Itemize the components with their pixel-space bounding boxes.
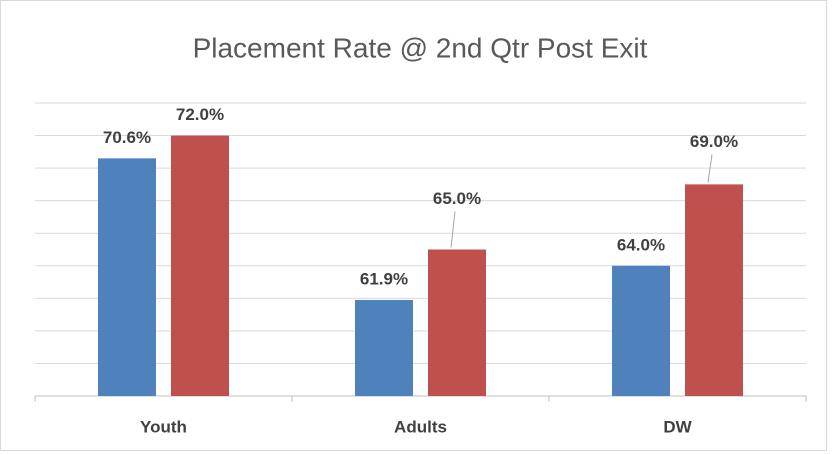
data-label: 61.9% xyxy=(360,269,408,288)
bar xyxy=(355,299,413,396)
leader-line xyxy=(707,154,713,183)
x-tick-label: Youth xyxy=(140,417,187,436)
bar xyxy=(428,249,486,396)
bar xyxy=(685,184,743,396)
chart-title: Placement Rate @ 2nd Qtr Post Exit xyxy=(193,32,648,63)
data-label: 65.0% xyxy=(433,189,481,208)
data-label: 69.0% xyxy=(690,132,738,151)
x-tick-label: Adults xyxy=(394,417,447,436)
data-label: 64.0% xyxy=(617,235,665,254)
data-label: 70.6% xyxy=(103,128,151,147)
bar xyxy=(612,265,670,396)
leader-line xyxy=(450,211,456,248)
x-tick-label: DW xyxy=(663,417,692,436)
bar xyxy=(171,135,229,397)
data-label: 72.0% xyxy=(176,105,224,124)
bar xyxy=(98,158,156,396)
